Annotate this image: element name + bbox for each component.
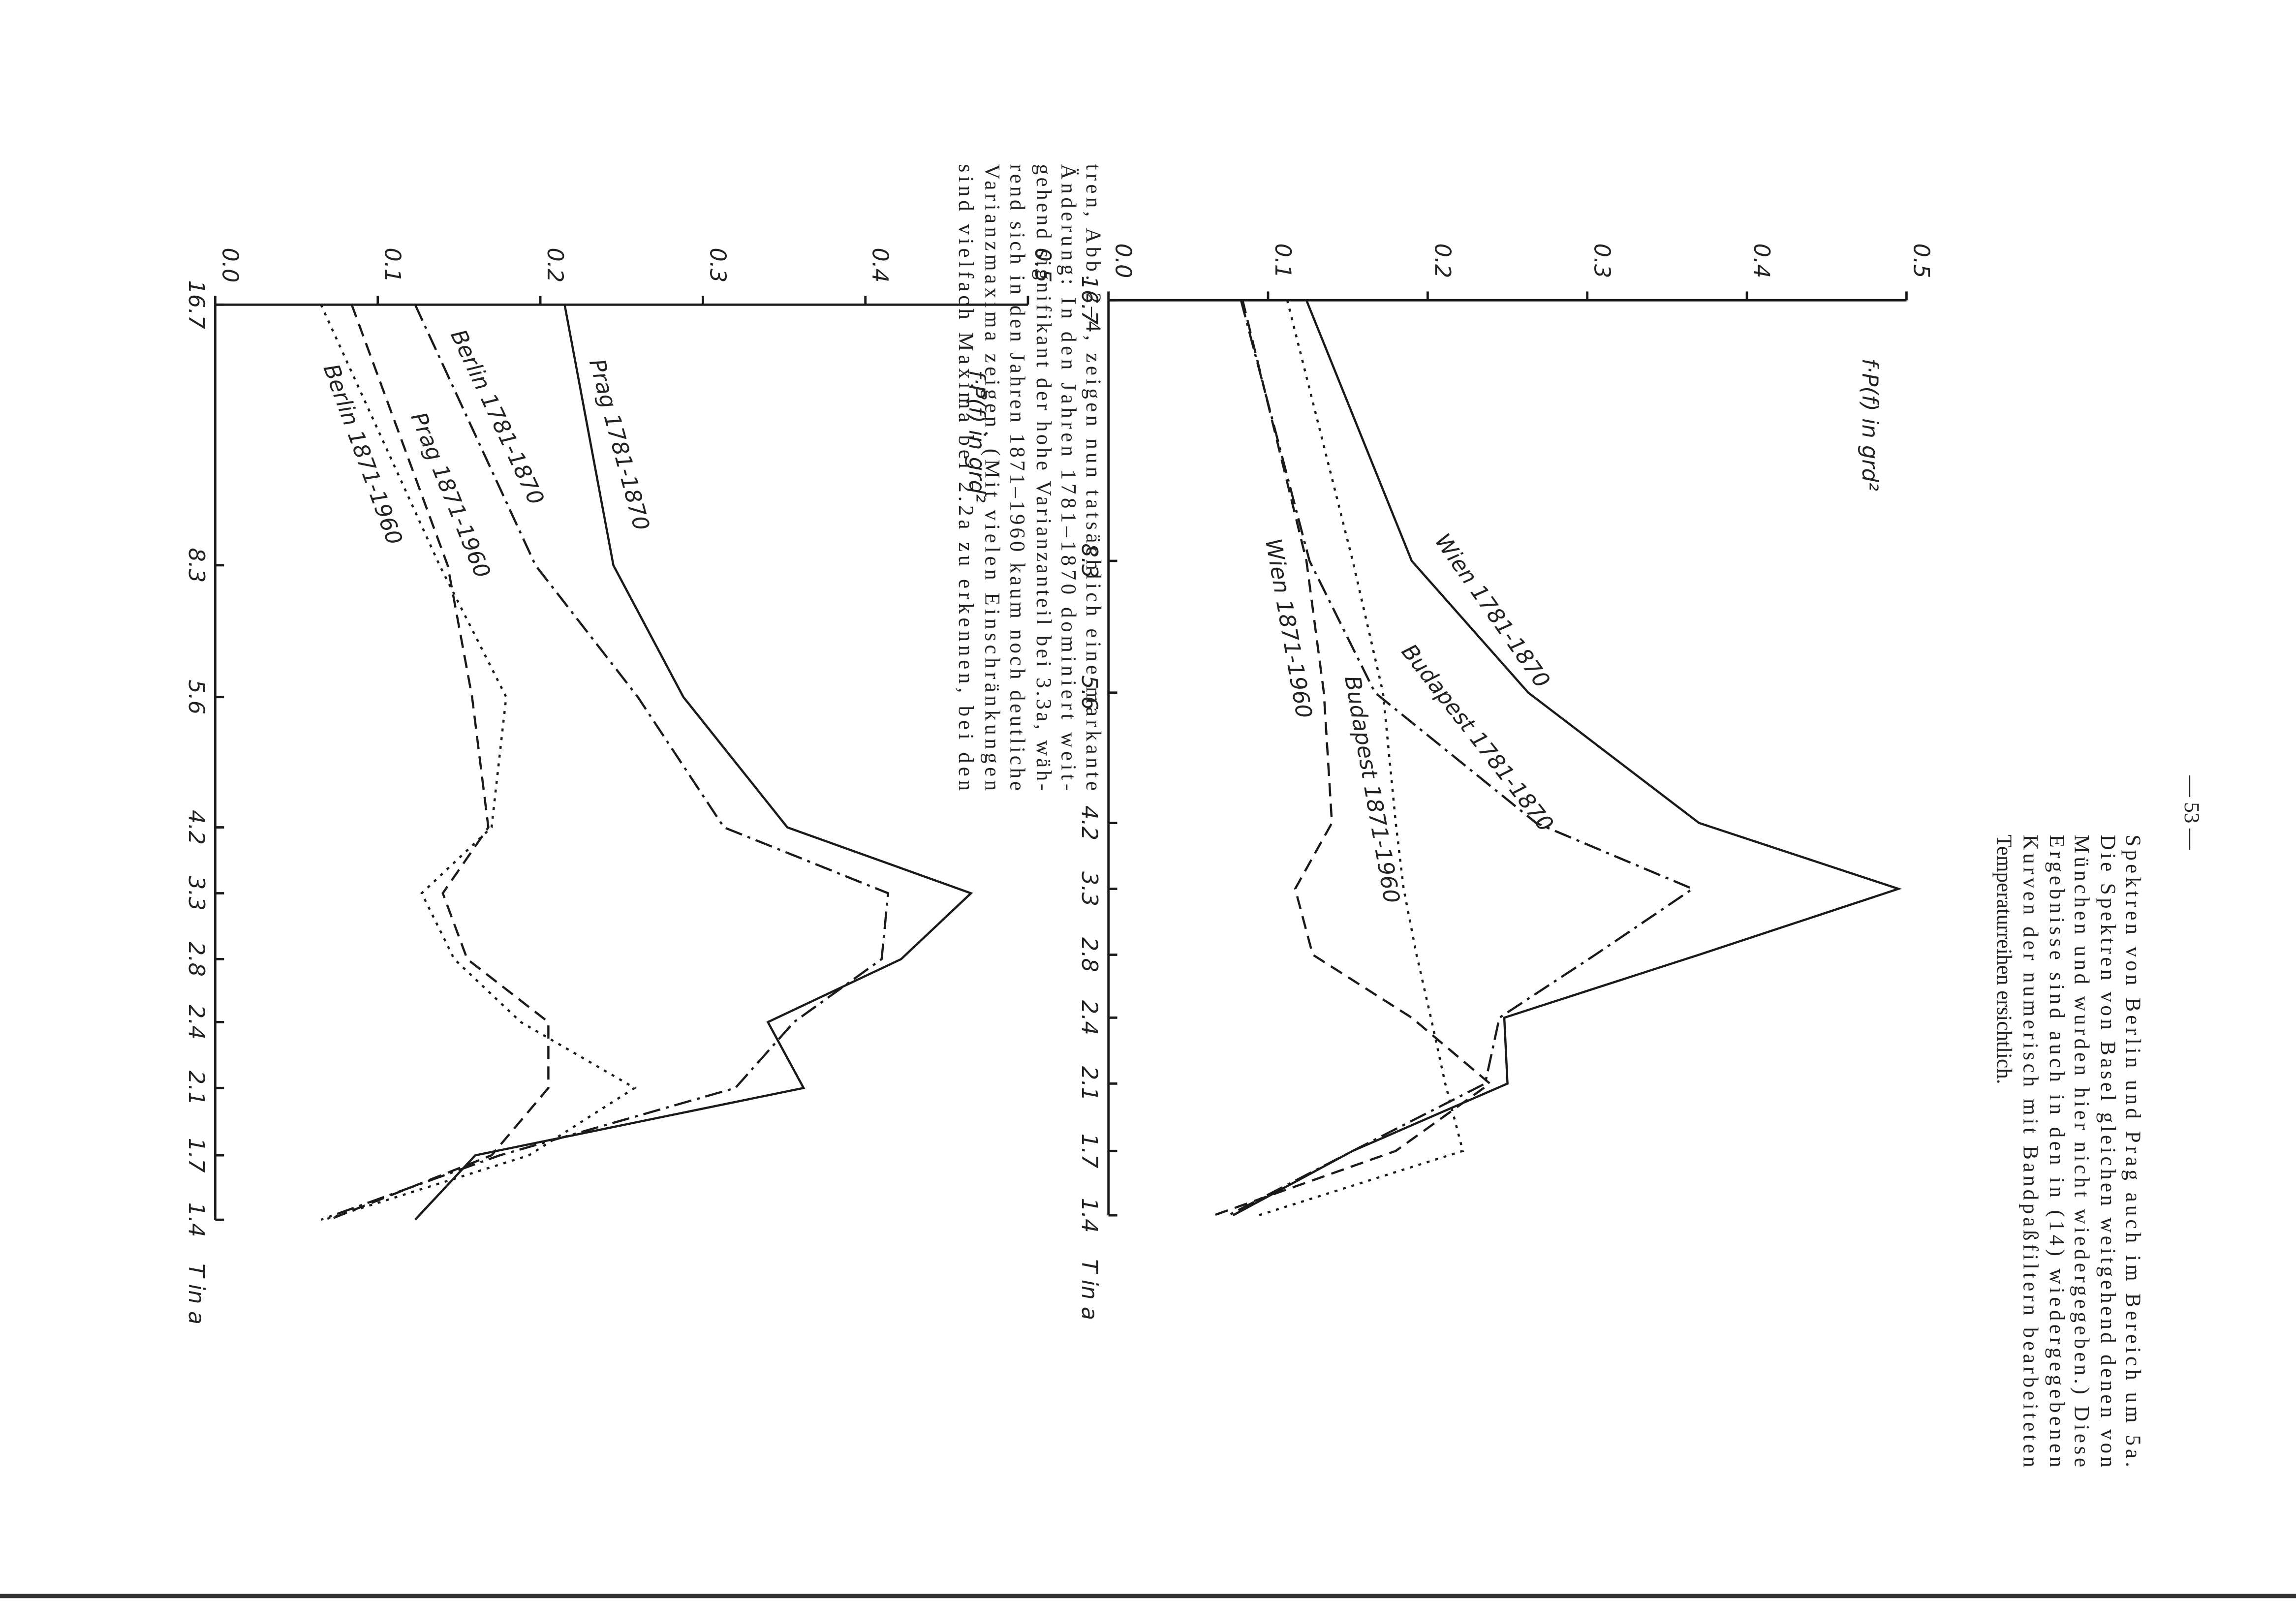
x-tick-label: 5.6 [184,679,209,714]
text-line: Temperaturreihen ersichtlich. [1992,834,2016,1084]
y-tick-label: 0.1 [1270,243,1296,278]
text-line: Varianzmaxima zeigen. (Mit vielen Einsch… [981,164,1004,791]
series-line [320,304,637,1221]
x-tick-label: 2.8 [184,942,209,977]
x-tick-label: 3.3 [184,876,209,911]
series-line [414,304,973,1221]
series-line [320,304,890,1221]
series-line [1228,300,1695,1217]
text-line: Kurven der numerisch mit Bandpaßfiltern … [2019,834,2042,1467]
series-line [1258,300,1464,1217]
page-number: — 53 — [2180,775,2203,850]
y-tick-label: 0.3 [1589,243,1615,278]
y-tick-label: 0.4 [868,247,893,282]
text-line: Die Spektren von Basel gleichen weitgehe… [2096,834,2119,1467]
series-line [328,304,550,1221]
y-tick-label: 0.2 [1429,243,1455,278]
x-tick-label: 3.3 [1077,871,1102,906]
y-axis-label: f·P(f) in grd² [964,370,990,502]
x-tick-label: 8.3 [184,548,209,583]
y-tick-label: 0.4 [1749,243,1774,278]
y-axis-label: f·P(f) in grd² [1857,359,1883,491]
x-tick-label: 2.1 [1077,1066,1102,1101]
y-tick-label: 0.1 [380,247,405,282]
y-tick-label: 0.3 [705,247,730,282]
x-axis-label: T in a [1077,1259,1102,1320]
y-tick-label: 0.5 [1908,243,1934,278]
x-tick-label: 4.2 [1077,805,1102,840]
x-tick-label: 2.4 [1077,1000,1102,1035]
x-tick-label: 16.7 [184,280,209,329]
x-tick-label: 5.6 [1077,675,1102,710]
x-tick-label: 8.3 [1077,543,1102,578]
text-line: München und wurden hier nicht wiedergege… [2070,834,2093,1467]
x-tick-label: 4.2 [184,810,209,845]
text-line: Spektren von Berlin und Prag auch im Ber… [2121,834,2144,1467]
x-tick-label: 2.4 [184,1005,209,1040]
y-tick-label: 0.2 [542,247,568,282]
x-tick-label: 1.4 [1077,1198,1102,1233]
x-tick-label: 1.7 [184,1138,209,1173]
y-tick-label: 0.0 [217,247,243,282]
y-tick-label: 0.0 [1111,243,1136,278]
x-tick-label: 2.8 [1077,937,1102,972]
text-line: rend sich in den Jahren 1871–1960 kaum n… [1005,164,1028,791]
x-tick-label: 2.1 [184,1071,209,1106]
y-tick-label: 0.5 [1030,247,1055,282]
series-line [1232,300,1902,1217]
x-tick-label: 1.7 [1077,1134,1102,1169]
series-line [1213,300,1492,1217]
x-axis-label: T in a [184,1263,209,1325]
x-tick-label: 16.7 [1077,276,1102,325]
x-tick-label: 1.4 [184,1202,209,1237]
